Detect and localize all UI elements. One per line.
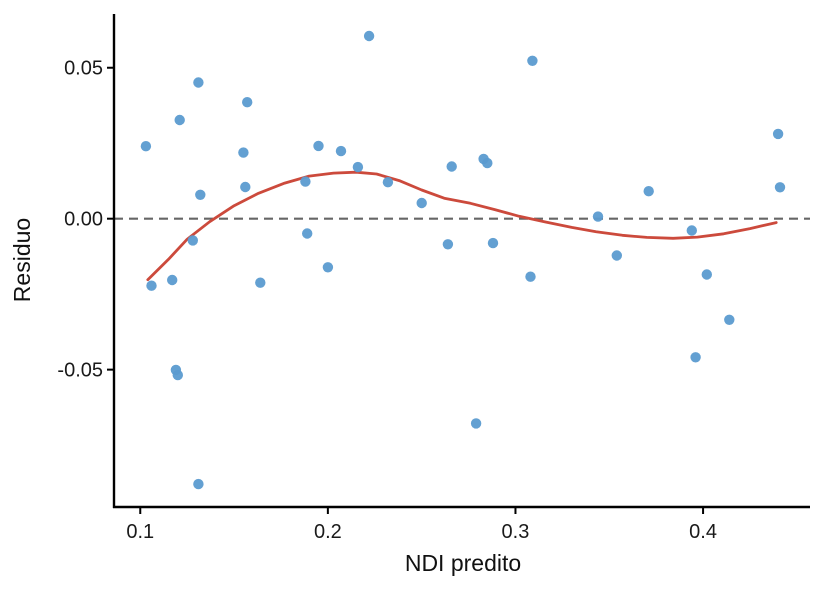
data-point-11 <box>238 147 249 158</box>
data-point-24 <box>442 239 454 250</box>
data-point-6 <box>174 114 185 126</box>
data-point-31 <box>527 55 538 66</box>
data-point-33 <box>611 250 622 261</box>
data-point-7 <box>187 235 198 246</box>
data-point-2 <box>146 280 157 291</box>
x-tick-label-2: 0.2 <box>314 521 342 543</box>
data-point-3 <box>167 274 178 286</box>
data-point-40 <box>774 182 786 193</box>
data-point-15 <box>300 176 311 187</box>
data-point-14 <box>255 277 266 288</box>
data-point-19 <box>335 145 347 157</box>
data-point-5 <box>172 369 183 381</box>
data-point-12 <box>240 181 251 193</box>
data-point-13 <box>242 97 253 108</box>
data-point-1 <box>140 141 152 152</box>
data-point-32 <box>592 211 604 222</box>
data-point-22 <box>382 177 394 188</box>
data-point-37 <box>701 269 712 280</box>
data-point-35 <box>686 225 697 236</box>
y-tick-label-1: 0.05 <box>64 58 103 80</box>
data-point-28 <box>482 157 493 169</box>
data-point-10 <box>195 189 206 200</box>
data-point-38 <box>724 314 735 325</box>
data-point-25 <box>446 161 457 172</box>
x-tick-label-3: 0.3 <box>502 521 530 543</box>
data-point-16 <box>302 228 313 239</box>
data-point-17 <box>313 140 324 152</box>
data-point-8 <box>193 77 204 88</box>
x-axis-title: NDI predito <box>405 550 521 576</box>
data-point-9 <box>193 478 204 490</box>
data-point-30 <box>525 271 536 282</box>
y-tick-label-2: 0.00 <box>64 209 103 231</box>
data-point-18 <box>322 262 334 273</box>
data-point-23 <box>416 197 427 209</box>
data-point-20 <box>352 161 364 173</box>
y-axis-title: Residuo <box>9 218 35 302</box>
data-point-26 <box>470 418 482 429</box>
data-point-36 <box>690 352 701 363</box>
data-point-39 <box>772 128 784 140</box>
data-point-29 <box>487 237 499 249</box>
x-tick-label-4: 0.4 <box>689 521 717 543</box>
data-point-21 <box>363 30 375 42</box>
x-tick-label-1: 0.1 <box>126 521 154 543</box>
y-tick-label-3: -0.05 <box>57 360 103 382</box>
data-point-34 <box>643 186 654 197</box>
smooth-trend-line <box>146 170 778 282</box>
